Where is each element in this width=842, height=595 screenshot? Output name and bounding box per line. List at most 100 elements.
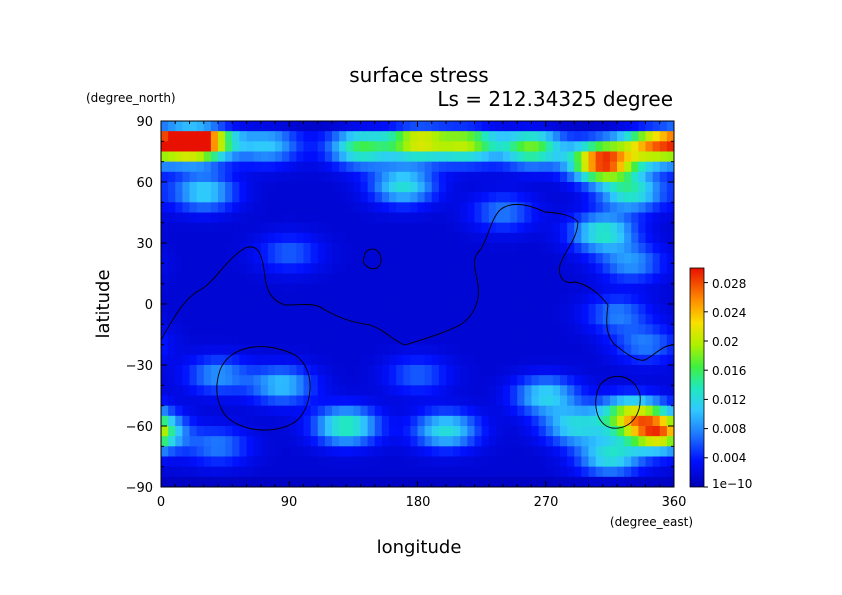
heatmap-cell (624, 283, 632, 295)
heatmap-cell (275, 314, 283, 325)
heatmap-cell (545, 405, 554, 417)
heatmap-cell (552, 456, 561, 468)
heatmap-cell (374, 202, 383, 214)
heatmap-cell (389, 212, 397, 224)
heatmap-cell (431, 222, 440, 234)
heatmap-cell (303, 446, 312, 458)
heatmap-cell (545, 171, 554, 183)
heatmap-cell (296, 151, 305, 163)
heatmap-cell (595, 395, 604, 407)
heatmap-cell (389, 232, 397, 244)
heatmap-cell (446, 141, 454, 153)
heatmap-cell (182, 253, 191, 264)
heatmap-cell (339, 243, 347, 254)
heatmap-cell (324, 314, 333, 325)
heatmap-cell (203, 171, 212, 183)
heatmap-cell (374, 476, 383, 487)
heatmap-cell (210, 171, 219, 183)
heatmap-cell (182, 456, 191, 468)
heatmap-cell (488, 426, 497, 437)
heatmap-cell (581, 466, 590, 478)
heatmap-cell (474, 456, 483, 468)
heatmap-cell (310, 243, 319, 254)
heatmap-cell (218, 253, 226, 264)
heatmap-cell (168, 202, 176, 214)
heatmap-cell (481, 426, 490, 437)
heatmap-cell (239, 293, 248, 305)
heatmap-cell (196, 405, 205, 417)
heatmap-cell (481, 283, 490, 295)
heatmap-cell (310, 141, 319, 153)
heatmap-cell (324, 243, 333, 254)
heatmap-cell (339, 446, 347, 458)
heatmap-cell (495, 273, 504, 285)
heatmap-cell (367, 476, 376, 487)
heatmap-cell (652, 426, 661, 437)
y-unit-label: (degree_north) (86, 91, 176, 105)
heatmap-cell (353, 446, 362, 458)
heatmap-cell (510, 344, 518, 356)
heatmap-cell (467, 212, 476, 224)
heatmap-cell (545, 476, 554, 487)
heatmap-cell (225, 121, 233, 132)
heatmap-cell (431, 436, 440, 447)
heatmap-cell (531, 283, 540, 295)
heatmap-cell (403, 426, 411, 437)
heatmap-cell (246, 385, 255, 397)
heatmap-cell (659, 375, 668, 386)
heatmap-cell (296, 212, 305, 224)
heatmap-cell (353, 121, 362, 132)
heatmap-cell (175, 283, 183, 295)
heatmap-cell (253, 293, 262, 305)
heatmap-cell (588, 151, 597, 163)
heatmap-cell (424, 344, 433, 356)
heatmap-cell (481, 222, 490, 234)
heatmap-cell (446, 253, 454, 264)
heatmap-cell (374, 375, 383, 386)
heatmap-cell (474, 446, 483, 458)
heatmap-cell (446, 232, 454, 244)
colorbar-label: 0.028 (712, 277, 746, 291)
heatmap-cell (460, 365, 468, 376)
heatmap-cell (218, 273, 226, 285)
heatmap-cell (260, 151, 269, 163)
heatmap-cell (381, 283, 390, 295)
heatmap-cell (517, 324, 525, 336)
heatmap-cell (517, 354, 525, 366)
heatmap-cell (317, 243, 326, 254)
heatmap-cell (332, 243, 340, 254)
heatmap-cell (232, 273, 240, 285)
heatmap-cell (567, 171, 575, 183)
heatmap-cell (267, 385, 276, 397)
heatmap-cell (424, 192, 433, 203)
heatmap-cell (467, 375, 476, 386)
heatmap-cell (567, 476, 575, 487)
heatmap-cell (203, 273, 212, 285)
heatmap-cell (360, 375, 369, 386)
heatmap-cell (353, 171, 362, 183)
heatmap-cell (666, 243, 674, 254)
heatmap-cell (346, 324, 354, 336)
heatmap-cell (296, 436, 305, 447)
heatmap-cell (417, 375, 426, 386)
heatmap-cell (246, 171, 255, 183)
heatmap-cell (225, 161, 233, 173)
heatmap-cell (488, 415, 497, 427)
heatmap-cell (495, 304, 504, 315)
heatmap-cell (289, 182, 297, 193)
heatmap-cell (246, 202, 255, 214)
heatmap-cell (218, 202, 226, 214)
heatmap-cell (446, 415, 454, 427)
heatmap-cell (588, 273, 597, 285)
heatmap-cell (175, 415, 183, 427)
heatmap-cell (232, 253, 240, 264)
colorbar-label: 1e−10 (712, 477, 752, 491)
heatmap-cell (267, 263, 276, 275)
heatmap-cell (666, 161, 674, 173)
heatmap-cell (503, 426, 511, 437)
heatmap-cell (161, 304, 169, 315)
heatmap-cell (510, 192, 518, 203)
heatmap-cell (324, 232, 333, 244)
heatmap-cell (446, 314, 454, 325)
heatmap-cell (453, 161, 461, 173)
